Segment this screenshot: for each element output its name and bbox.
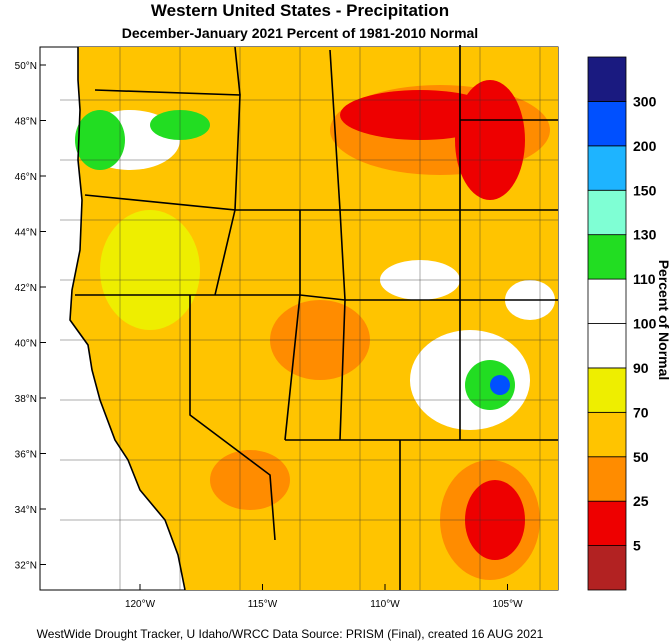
lat-label: 46°N [15,172,37,183]
lat-label: 42°N [15,283,37,294]
colorbar-swatch [587,278,627,324]
colorbar-label: 300 [633,93,657,109]
colorbar-title: Percent of Normal [656,260,670,381]
subtitle: December-January 2021 Percent of 1981-20… [122,25,478,41]
colorbar-label: 150 [633,182,657,198]
lat-label: 40°N [15,339,37,350]
colorbar-swatch [587,145,627,191]
colorbar-swatch [587,367,627,413]
footer: WestWide Drought Tracker, U Idaho/WRCC D… [37,627,544,641]
colorbar-swatch [587,323,627,369]
colorbar-label: 110 [633,271,656,287]
title: Western United States - Precipitation [151,1,449,20]
lat-label: 34°N [15,505,37,516]
colorbar-swatch [587,189,627,236]
colorbar-label: 5 [633,538,641,554]
lat-label: 48°N [15,117,37,128]
colorbar-swatch [587,545,627,591]
lon-label: 105°W [492,599,523,610]
lon-label: 115°W [248,599,278,610]
colorbar-label: 100 [633,316,657,332]
colorbar-swatch [587,500,627,546]
lat-label: 38°N [15,394,37,405]
colorbar-swatch [587,56,627,102]
colorbar-label: 70 [633,404,649,420]
colorbar-swatch [587,101,627,147]
map [39,45,559,591]
colorbar-swatch [587,411,627,458]
lon-label: 110°W [370,599,400,610]
colorbar: 5 25 50 70 90 100 110 130 150 200 300 [587,56,657,591]
colorbar-swatch [587,456,627,502]
colorbar-label: 90 [633,360,649,376]
colorbar-label: 200 [633,138,657,154]
colorbar-label: 50 [633,449,649,465]
lat-label: 36°N [15,450,37,461]
lat-label: 32°N [15,561,37,572]
colorbar-label: 130 [633,227,657,243]
lon-label: 120°W [125,599,156,610]
colorbar-swatch [587,234,627,280]
colorbar-label: 25 [633,493,649,509]
lat-label: 44°N [15,228,37,239]
lat-label: 50°N [15,61,37,72]
